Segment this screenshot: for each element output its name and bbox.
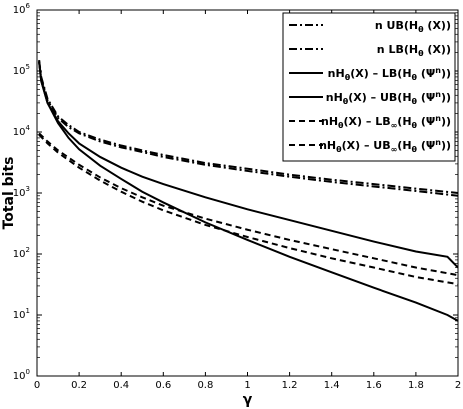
x-tick-label: 1.4 bbox=[324, 380, 340, 391]
series-layer bbox=[38, 60, 458, 322]
x-tick-label: 2 bbox=[455, 380, 461, 391]
series-line-6 bbox=[38, 134, 458, 286]
x-tick-label: 1.2 bbox=[282, 380, 298, 391]
x-tick-label: 0.6 bbox=[155, 380, 171, 391]
legend-entry-label: n LB(Hθ (X)) bbox=[377, 43, 451, 58]
y-tick-label: 105 bbox=[13, 63, 30, 77]
y-tick-label: 102 bbox=[13, 246, 30, 260]
y-tick-label: 103 bbox=[13, 185, 30, 199]
legend-entry-label: nHθ(X) – UB(Hθ (Ψn)) bbox=[326, 90, 451, 106]
x-axis-label: γ bbox=[243, 392, 253, 408]
series-line-4 bbox=[38, 61, 458, 269]
series-line-2 bbox=[38, 61, 458, 197]
x-tick-label: 0 bbox=[34, 380, 40, 391]
x-tick-label: 0.8 bbox=[197, 380, 213, 391]
y-tick-label: 104 bbox=[13, 124, 31, 138]
x-tick-label: 1.8 bbox=[408, 380, 424, 391]
x-tick-label: 0.2 bbox=[71, 380, 87, 391]
series-line-5 bbox=[38, 132, 458, 277]
legend-entry-label: nHθ(X) – UB∞(Hθ (Ψn)) bbox=[319, 138, 451, 154]
x-tick-label: 1 bbox=[244, 380, 250, 391]
legend: n UB(Hθ (X)) n LB(Hθ (X)) nHθ(X) – LB(Hθ (… bbox=[282, 12, 456, 162]
y-tick-label: 106 bbox=[13, 2, 31, 16]
legend-entry-label: nHθ(X) – LB(Hθ (Ψn)) bbox=[328, 66, 451, 82]
y-tick-label: 100 bbox=[13, 368, 30, 382]
plot-axes: 0 0.2 0.4 0.6 0.8 1 1.2 1.4 1.6 1.8 2 100 101 102 103 1… bbox=[13, 2, 461, 391]
y-axis-label: Total bits bbox=[1, 157, 17, 230]
legend-entry-label: n UB(Hθ (X)) bbox=[375, 19, 451, 34]
legend-entry-label: nHθ(X) – LB∞(Hθ (Ψn)) bbox=[321, 114, 451, 130]
legend-box bbox=[282, 12, 456, 162]
y-tick-label: 101 bbox=[13, 307, 30, 321]
x-tick-label: 1.6 bbox=[366, 380, 382, 391]
x-tick-label: 0.4 bbox=[113, 380, 129, 391]
